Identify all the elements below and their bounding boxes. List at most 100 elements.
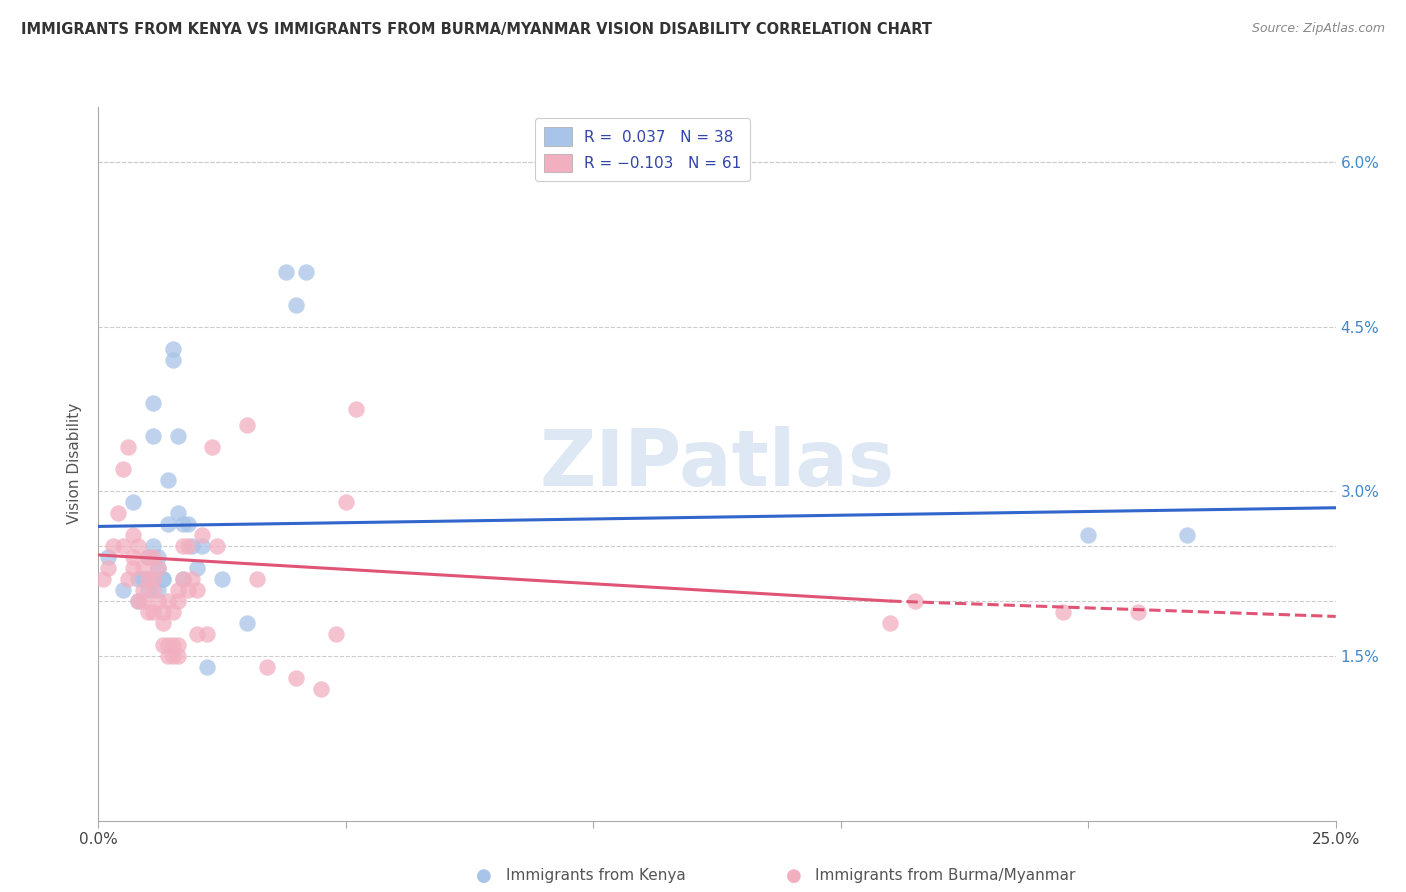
Point xyxy=(132,572,155,586)
Point xyxy=(142,572,165,586)
Point xyxy=(117,441,139,455)
Point xyxy=(325,627,347,641)
Point xyxy=(211,572,233,586)
Point xyxy=(166,648,188,663)
Point xyxy=(195,660,218,674)
Point xyxy=(162,342,184,356)
Point xyxy=(93,572,115,586)
Point xyxy=(122,528,145,542)
Point xyxy=(309,681,332,696)
Point xyxy=(166,506,188,520)
Point xyxy=(142,539,165,553)
Point xyxy=(136,550,159,565)
Point xyxy=(166,583,188,598)
Text: ●: ● xyxy=(786,867,801,885)
Text: ZIPatlas: ZIPatlas xyxy=(540,425,894,502)
Point xyxy=(136,572,159,586)
Point xyxy=(186,561,208,575)
Point xyxy=(335,495,357,509)
Point xyxy=(132,561,155,575)
Point xyxy=(201,441,224,455)
Text: ●: ● xyxy=(477,867,492,885)
Point xyxy=(132,583,155,598)
Y-axis label: Vision Disability: Vision Disability xyxy=(67,403,83,524)
Point xyxy=(152,572,174,586)
Point xyxy=(156,473,179,487)
Point xyxy=(142,429,165,443)
Text: Source: ZipAtlas.com: Source: ZipAtlas.com xyxy=(1251,22,1385,36)
Point xyxy=(122,561,145,575)
Point xyxy=(181,572,204,586)
Point xyxy=(146,594,169,608)
Point xyxy=(172,572,194,586)
Point xyxy=(142,583,165,598)
Point xyxy=(276,265,298,279)
Point xyxy=(172,517,194,532)
Point xyxy=(156,648,179,663)
Point xyxy=(156,638,179,652)
Point xyxy=(162,648,184,663)
Point xyxy=(152,605,174,619)
Point xyxy=(879,615,901,630)
Point xyxy=(162,638,184,652)
Point xyxy=(142,605,165,619)
Point xyxy=(162,352,184,367)
Point xyxy=(132,594,155,608)
Text: Immigrants from Burma/Myanmar: Immigrants from Burma/Myanmar xyxy=(815,869,1076,883)
Point xyxy=(181,539,204,553)
Point xyxy=(195,627,218,641)
Point xyxy=(146,550,169,565)
Point xyxy=(127,539,149,553)
Point xyxy=(107,506,129,520)
Point xyxy=(236,418,259,433)
Point xyxy=(142,396,165,410)
Point xyxy=(166,429,188,443)
Point xyxy=(166,638,188,652)
Point xyxy=(166,594,188,608)
Point xyxy=(162,605,184,619)
Point xyxy=(172,539,194,553)
Point xyxy=(152,615,174,630)
Point xyxy=(97,561,120,575)
Point xyxy=(1175,528,1198,542)
Point xyxy=(156,517,179,532)
Point xyxy=(246,572,269,586)
Point xyxy=(152,572,174,586)
Point xyxy=(285,671,308,685)
Point xyxy=(146,583,169,598)
Point xyxy=(1126,605,1149,619)
Point xyxy=(176,583,198,598)
Point xyxy=(97,550,120,565)
Point xyxy=(117,572,139,586)
Point xyxy=(152,638,174,652)
Point xyxy=(112,583,135,598)
Point xyxy=(136,583,159,598)
Point xyxy=(136,550,159,565)
Point xyxy=(156,594,179,608)
Point xyxy=(191,539,214,553)
Text: Immigrants from Kenya: Immigrants from Kenya xyxy=(506,869,686,883)
Point xyxy=(142,550,165,565)
Point xyxy=(1077,528,1099,542)
Point xyxy=(186,583,208,598)
Point xyxy=(112,539,135,553)
Point xyxy=(344,401,367,416)
Point xyxy=(127,594,149,608)
Point xyxy=(172,572,194,586)
Point xyxy=(191,528,214,542)
Point xyxy=(176,517,198,532)
Point xyxy=(236,615,259,630)
Point xyxy=(122,550,145,565)
Point xyxy=(176,539,198,553)
Text: IMMIGRANTS FROM KENYA VS IMMIGRANTS FROM BURMA/MYANMAR VISION DISABILITY CORRELA: IMMIGRANTS FROM KENYA VS IMMIGRANTS FROM… xyxy=(21,22,932,37)
Point xyxy=(127,572,149,586)
Point xyxy=(122,495,145,509)
Point xyxy=(112,462,135,476)
Point xyxy=(1052,605,1074,619)
Point xyxy=(285,298,308,312)
Point xyxy=(205,539,228,553)
Point xyxy=(103,539,125,553)
Legend: R =  0.037   N = 38, R = −0.103   N = 61: R = 0.037 N = 38, R = −0.103 N = 61 xyxy=(536,119,751,181)
Point xyxy=(132,572,155,586)
Point xyxy=(904,594,927,608)
